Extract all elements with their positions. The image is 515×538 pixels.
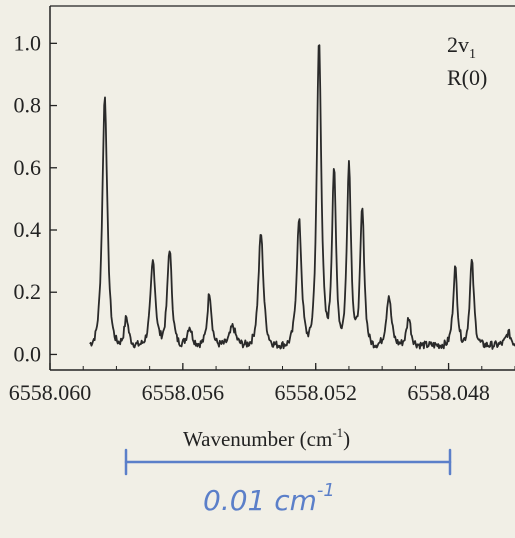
annotation-line2: R(0) [447, 65, 487, 90]
y-tick-label: 1.0 [14, 30, 42, 55]
scale-bar-label: 0.01 cm-1 [203, 480, 335, 517]
annotation-line1: 2v1 [447, 32, 476, 62]
x-axis-label: Wavenumber (cm-1) [183, 425, 350, 451]
y-tick-label: 0.4 [14, 217, 42, 242]
y-tick-label: 0.6 [14, 155, 42, 180]
scale-bar [124, 448, 452, 476]
x-tick-label: 6558.052 [274, 380, 357, 405]
x-tick-label: 6558.056 [142, 380, 225, 405]
spectrum-series-line [89, 44, 515, 350]
y-tick-label: 0.2 [14, 279, 42, 304]
y-tick-label: 0.0 [14, 341, 42, 366]
x-tick-label: 6558.048 [407, 380, 490, 405]
y-tick-label: 0.8 [14, 93, 42, 118]
x-tick-label: 6558.060 [9, 380, 92, 405]
